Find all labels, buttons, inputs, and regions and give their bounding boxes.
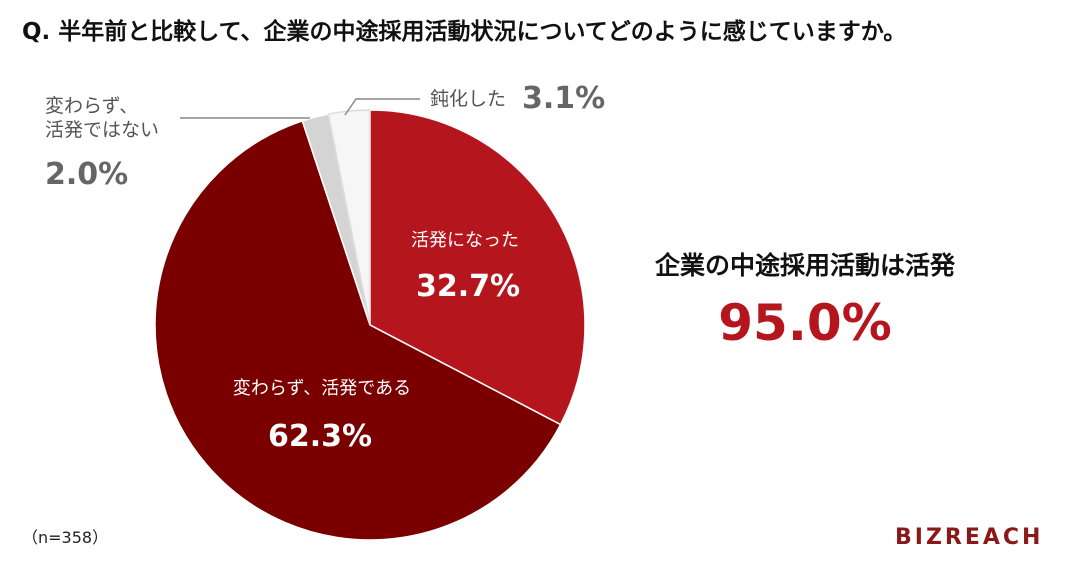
value-label: 32.7% xyxy=(415,269,521,304)
note: （n=358） xyxy=(22,528,109,547)
slice-label: 鈍化した xyxy=(430,88,507,110)
chart-title: Q. 半年前と比較して、企業の中途採用活動状況についてどのように感じていますか。 xyxy=(22,19,907,45)
logo: BIZREACH xyxy=(895,525,1044,550)
pie-slice xyxy=(154,119,562,541)
slice-label: 変わらず、活発である xyxy=(232,378,412,399)
pie-slice xyxy=(369,109,586,426)
slice-label: 活発になった xyxy=(411,230,519,251)
value-label: 3.1% xyxy=(522,81,606,116)
pie-slice xyxy=(327,109,371,326)
leader-line xyxy=(344,98,420,116)
value-label: 2.0% xyxy=(45,157,129,192)
annotation: 95.0% xyxy=(718,294,892,352)
value-label: 62.3% xyxy=(267,419,373,454)
annotation: 企業の中途採用活動は活発 xyxy=(654,251,956,280)
slice-label: 変わらず、 活発ではない xyxy=(45,95,160,141)
